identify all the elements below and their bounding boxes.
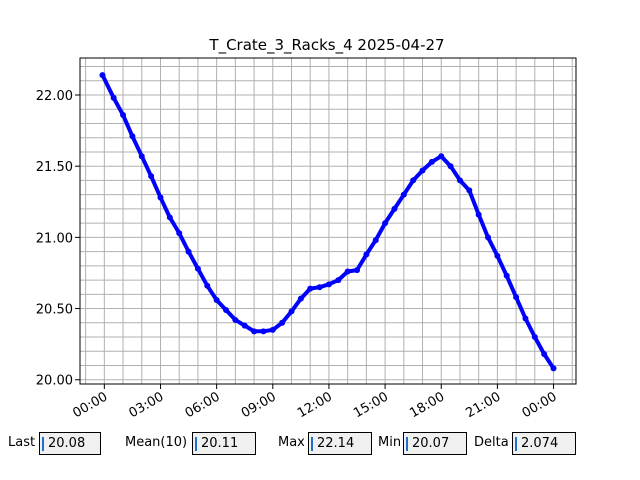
text-cursor — [311, 437, 313, 451]
series-layer — [99, 72, 557, 372]
delta-value: 2.074 — [521, 436, 559, 451]
x-tick-label: 21:00 — [463, 389, 503, 421]
x-tick-label: 00:00 — [520, 389, 560, 421]
data-point — [99, 72, 106, 79]
mean-label: Mean(10) — [125, 435, 188, 450]
x-tick-label: 18:00 — [407, 389, 447, 421]
x-tick-label: 12:00 — [295, 389, 335, 421]
data-point — [503, 272, 510, 279]
data-point — [176, 230, 183, 237]
text-cursor — [42, 437, 44, 451]
data-point — [129, 133, 136, 140]
data-point — [475, 211, 482, 218]
data-point — [325, 281, 332, 288]
chart: 20.00 20.50 21.00 21.50 22.00 00:00 03:00 06:00… — [36, 36, 577, 421]
data-point — [531, 334, 538, 341]
data-point — [120, 111, 127, 118]
max-label: Max — [278, 435, 305, 450]
text-cursor — [195, 437, 197, 451]
data-point — [251, 328, 258, 335]
data-point — [157, 194, 164, 201]
data-point — [279, 319, 286, 326]
x-tick-label: 09:00 — [239, 389, 279, 421]
data-point — [166, 214, 173, 221]
text-cursor — [406, 437, 408, 451]
data-point — [110, 94, 117, 101]
x-tick-label: 15:00 — [351, 389, 391, 421]
x-tick-label: 00:00 — [70, 389, 110, 421]
data-point — [382, 220, 389, 227]
data-point — [447, 163, 454, 170]
data-point — [222, 306, 229, 313]
data-point — [400, 191, 407, 198]
last-label: Last — [8, 435, 36, 450]
text-cursor — [515, 437, 517, 451]
data-point — [260, 328, 267, 335]
data-point — [354, 267, 361, 274]
data-point — [550, 365, 557, 372]
data-point — [148, 173, 155, 180]
data-point — [241, 322, 248, 329]
max-value-field[interactable]: 22.14 — [308, 432, 372, 455]
axis-ticks: 20.00 20.50 21.00 21.50 22.00 00:00 03:00 06:00… — [36, 89, 560, 421]
data-point — [419, 167, 426, 174]
y-tick-label: 22.00 — [36, 89, 73, 104]
last-value: 20.08 — [48, 436, 86, 451]
data-point — [541, 351, 548, 358]
max-value: 22.14 — [317, 436, 355, 451]
data-point — [428, 158, 435, 165]
min-label: Min — [378, 435, 402, 450]
last-value-field[interactable]: 20.08 — [39, 432, 101, 455]
data-point — [456, 177, 463, 184]
min-value-field[interactable]: 20.07 — [403, 432, 467, 455]
data-point — [307, 285, 314, 292]
delta-value-field[interactable]: 2.074 — [512, 432, 576, 455]
mean-value: 20.11 — [201, 436, 239, 451]
x-tick-label: 06:00 — [183, 389, 223, 421]
y-tick-label: 21.00 — [36, 231, 73, 246]
y-tick-label: 21.50 — [36, 160, 73, 175]
grid — [80, 58, 576, 384]
data-point — [138, 153, 145, 160]
data-point — [204, 282, 211, 289]
data-point — [466, 187, 473, 194]
data-point — [372, 237, 379, 244]
x-tick-label: 03:00 — [127, 389, 167, 421]
data-point — [494, 252, 501, 259]
data-point — [410, 177, 417, 184]
data-point — [232, 316, 239, 323]
mean-value-field[interactable]: 20.11 — [192, 432, 256, 455]
y-tick-label: 20.00 — [36, 374, 73, 389]
data-point — [363, 251, 370, 258]
data-point — [438, 153, 445, 160]
data-point — [297, 295, 304, 302]
data-point — [522, 315, 529, 322]
data-point — [185, 248, 192, 255]
data-point — [194, 265, 201, 272]
data-point — [391, 205, 398, 212]
series-line — [100, 73, 556, 371]
data-point — [485, 234, 492, 241]
y-tick-label: 20.50 — [36, 303, 73, 318]
data-point — [213, 297, 220, 304]
data-point — [269, 326, 276, 333]
data-point — [513, 294, 520, 301]
data-point — [288, 308, 295, 315]
delta-label: Delta — [474, 435, 509, 450]
plot-frame — [79, 57, 577, 385]
min-value: 20.07 — [412, 436, 450, 451]
data-point — [335, 277, 342, 284]
data-point — [344, 268, 351, 275]
data-point — [316, 284, 323, 291]
chart-title: T_Crate_3_Racks_4 2025-04-27 — [208, 36, 444, 55]
